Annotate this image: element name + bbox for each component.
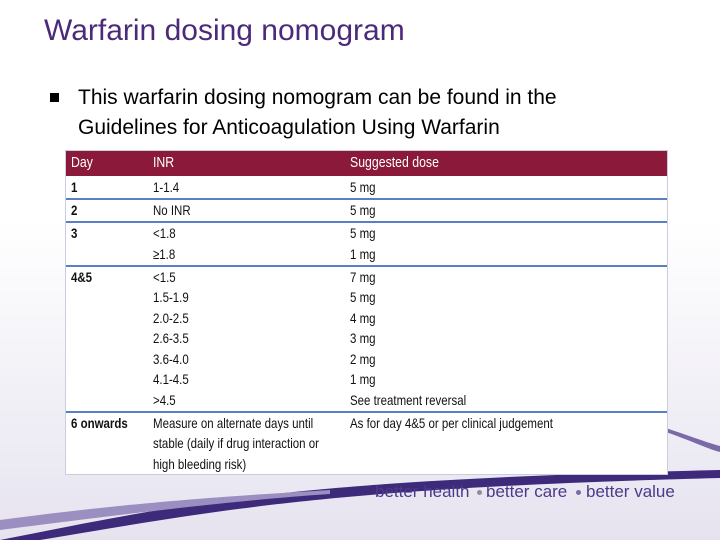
dose-cell: 7 mg <box>350 268 376 285</box>
dose-cell: See treatment reversal <box>350 391 467 408</box>
row-separator <box>66 410 667 413</box>
bullet-text: This warfarin dosing nomogram can be fou… <box>78 86 557 109</box>
inr-cell: No INR <box>153 202 191 218</box>
dose-cell: 1 mg <box>350 371 376 387</box>
inr-cell: Measure on alternate days until <box>153 414 314 431</box>
inr-cell: <1.5 <box>153 268 176 285</box>
day-cell: 3 <box>71 225 78 241</box>
dosing-table: Day INR Suggested dose 1 1-1.4 5 mg 2 No INR 5 m… <box>65 150 668 475</box>
footer-text: better health <box>375 482 470 501</box>
dose-cell: 5 mg <box>350 202 376 218</box>
header-cell: INR <box>153 154 175 171</box>
inr-cell: 3.6-4.0 <box>153 350 189 367</box>
dose-cell: 5 mg <box>350 289 376 305</box>
inr-cell: <1.8 <box>153 225 176 241</box>
footer-text: better care <box>486 482 568 501</box>
inr-cell: stable (daily if drug interaction or <box>153 435 319 451</box>
day-cell: 6 onwards <box>71 414 128 431</box>
day-cell: 2 <box>71 202 78 218</box>
dose-cell: 1 mg <box>350 245 376 262</box>
inr-cell: 4.1-4.5 <box>153 371 189 387</box>
footer-dot <box>477 490 482 495</box>
inr-cell: 2.6-3.5 <box>153 330 189 346</box>
row-separator <box>66 264 667 267</box>
dose-cell: 5 mg <box>350 225 376 241</box>
dose-cell: 3 mg <box>350 330 376 346</box>
header-cell: Day <box>71 154 93 171</box>
dose-cell: 4 mg <box>350 309 376 326</box>
slide-title: Warfarin dosing nomogram <box>44 14 405 47</box>
header-cell: Suggested dose <box>350 154 439 171</box>
inr-cell: 1.5-1.9 <box>153 289 189 305</box>
footer-dot <box>576 490 581 495</box>
inr-cell: high bleeding risk) <box>153 455 247 472</box>
inr-cell: >4.5 <box>153 391 176 408</box>
inr-cell: ≥1.8 <box>153 245 176 262</box>
bullet-text: Guidelines for Anticoagulation Using War… <box>78 116 500 139</box>
dose-cell: 5 mg <box>350 179 376 195</box>
dose-cell: As for day 4&5 or per clinical judgement <box>350 414 553 431</box>
footer-text: better value <box>586 482 675 501</box>
day-cell: 1 <box>71 179 78 195</box>
row-separator <box>66 198 667 200</box>
table-header <box>66 151 667 176</box>
inr-cell: 2.0-2.5 <box>153 309 189 326</box>
inr-cell: 1-1.4 <box>153 179 180 195</box>
dose-cell: 2 mg <box>350 350 376 367</box>
row-separator <box>66 221 667 223</box>
day-cell: 4&5 <box>71 268 93 285</box>
bullet-marker <box>50 93 59 102</box>
